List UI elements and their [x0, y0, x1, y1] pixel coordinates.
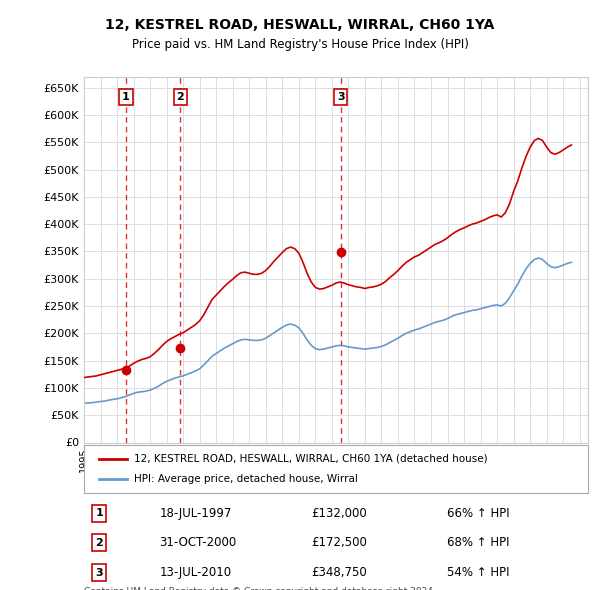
Text: £172,500: £172,500 [311, 536, 367, 549]
Text: 3: 3 [337, 92, 344, 102]
Text: 13-JUL-2010: 13-JUL-2010 [160, 566, 232, 579]
Text: 2: 2 [176, 92, 184, 102]
Text: £348,750: £348,750 [311, 566, 367, 579]
Text: 54% ↑ HPI: 54% ↑ HPI [447, 566, 509, 579]
Text: 2: 2 [95, 537, 103, 548]
Text: HPI: Average price, detached house, Wirral: HPI: Average price, detached house, Wirr… [134, 474, 358, 484]
Text: 1: 1 [122, 92, 130, 102]
Text: 31-OCT-2000: 31-OCT-2000 [160, 536, 237, 549]
Text: £132,000: £132,000 [311, 507, 367, 520]
Text: 66% ↑ HPI: 66% ↑ HPI [447, 507, 509, 520]
Text: 3: 3 [95, 568, 103, 578]
Text: 68% ↑ HPI: 68% ↑ HPI [447, 536, 509, 549]
Text: Price paid vs. HM Land Registry's House Price Index (HPI): Price paid vs. HM Land Registry's House … [131, 38, 469, 51]
Text: 12, KESTREL ROAD, HESWALL, WIRRAL, CH60 1YA (detached house): 12, KESTREL ROAD, HESWALL, WIRRAL, CH60 … [134, 454, 488, 464]
Text: 1: 1 [95, 509, 103, 518]
Text: Contains HM Land Registry data © Crown copyright and database right 2024.
This d: Contains HM Land Registry data © Crown c… [84, 587, 436, 590]
Text: 12, KESTREL ROAD, HESWALL, WIRRAL, CH60 1YA: 12, KESTREL ROAD, HESWALL, WIRRAL, CH60 … [106, 18, 494, 32]
Text: 18-JUL-1997: 18-JUL-1997 [160, 507, 232, 520]
